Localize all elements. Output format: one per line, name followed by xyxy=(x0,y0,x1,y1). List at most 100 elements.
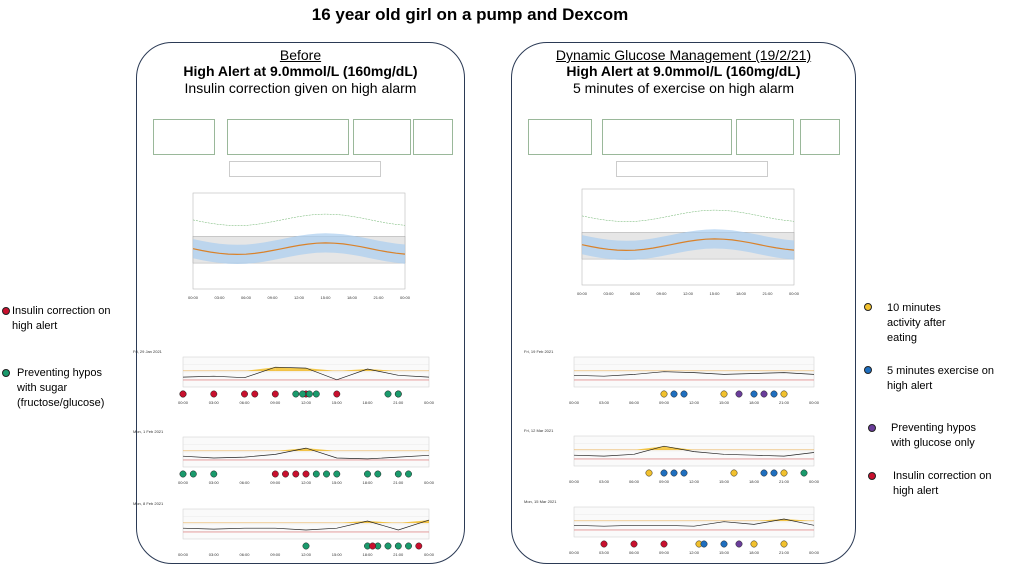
green-event-marker xyxy=(384,542,392,550)
agp-x-tick-label: 18:00 xyxy=(347,295,358,300)
day-x-tick-label: 15:00 xyxy=(332,552,343,557)
green-event-marker xyxy=(189,470,197,478)
yellow-event-marker xyxy=(780,390,788,398)
after-stats-strip xyxy=(522,119,842,155)
agp-x-tick-label: 18:00 xyxy=(736,291,747,296)
high-glucose-fill xyxy=(367,521,399,523)
before-panel: Before High Alert at 9.0mmol/L (160mg/dL… xyxy=(133,42,465,564)
day-x-tick-label: 09:00 xyxy=(270,400,281,405)
red-event-marker xyxy=(600,540,608,548)
green-event-marker xyxy=(312,390,320,398)
blue-event-marker xyxy=(680,390,688,398)
before-agp-legend xyxy=(229,161,381,177)
day-x-tick-label: 18:00 xyxy=(749,400,760,405)
agp-x-tick-label: 00:00 xyxy=(400,295,411,300)
green-event-marker xyxy=(312,470,320,478)
agp-x-tick-label: 06:00 xyxy=(630,291,641,296)
day-chart-title: Mon, 15 Mar 2021 xyxy=(524,499,557,504)
green-event-marker xyxy=(394,390,402,398)
glucose-trace xyxy=(182,519,430,531)
day-x-tick-label: 03:00 xyxy=(599,479,610,484)
day-x-tick-label: 21:00 xyxy=(393,480,404,485)
purple-event-marker xyxy=(735,540,743,548)
agp-x-tick-label: 06:00 xyxy=(241,295,252,300)
stats-box xyxy=(736,119,794,155)
agp-x-tick-label: 09:00 xyxy=(267,295,278,300)
green-event-marker xyxy=(323,470,330,478)
right-legend-item-exercise: 5 minutes exercise on high alert xyxy=(887,365,994,392)
median-line xyxy=(192,242,406,256)
red-event-marker xyxy=(271,390,279,398)
right-legend-item-activity: 10 minutes activity after eating xyxy=(887,302,946,344)
blue-event-marker xyxy=(660,469,668,477)
page-title: 16 year old girl on a pump and Dexcom xyxy=(311,5,629,24)
day-x-tick-label: 03:00 xyxy=(209,552,220,557)
day-x-tick-label: 06:00 xyxy=(629,479,640,484)
red-event-marker xyxy=(369,542,377,550)
agp-x-tick-label: 00:00 xyxy=(188,295,199,300)
glucose-trace xyxy=(182,366,430,381)
high-glucose-fill xyxy=(275,448,306,451)
day-chart-title: Fri, 19 Feb 2021 xyxy=(524,349,554,354)
red-dot-icon xyxy=(868,472,876,480)
day-x-tick-label: 12:00 xyxy=(689,550,700,555)
agp-x-tick-label: 21:00 xyxy=(762,291,773,296)
before-alert: High Alert at 9.0mmol/L (160mg/dL) xyxy=(183,63,418,79)
stats-box xyxy=(413,119,453,155)
stats-box xyxy=(602,119,732,155)
blue-event-marker xyxy=(670,390,678,398)
blue-event-marker xyxy=(720,540,728,548)
yellow-event-marker xyxy=(730,469,738,477)
day-x-tick-label: 15:00 xyxy=(332,480,343,485)
day-x-tick-label: 18:00 xyxy=(362,552,373,557)
stats-box xyxy=(153,119,215,155)
red-event-marker xyxy=(210,390,218,398)
day-x-tick-label: 00:00 xyxy=(569,479,580,484)
blue-event-marker xyxy=(680,469,688,477)
before-stats-strip xyxy=(145,119,455,155)
green-event-marker xyxy=(405,542,412,550)
day-x-tick-label: 21:00 xyxy=(779,479,790,484)
day-x-tick-label: 00:00 xyxy=(424,480,435,485)
agp-x-tick-label: 00:00 xyxy=(577,291,588,296)
red-event-marker xyxy=(179,390,187,398)
day-x-tick-label: 09:00 xyxy=(659,479,670,484)
left-legend-item-insulin: Insulin correction on high alert xyxy=(12,305,111,332)
green-event-marker xyxy=(394,542,402,550)
day-x-tick-label: 12:00 xyxy=(689,479,700,484)
green-event-marker xyxy=(302,542,310,550)
day-x-tick-label: 00:00 xyxy=(809,550,820,555)
day-x-tick-label: 15:00 xyxy=(719,479,730,484)
day-chart-title: Mon, 8 Feb 2021 xyxy=(133,501,164,506)
day-x-tick-label: 06:00 xyxy=(239,552,250,557)
yellow-event-marker xyxy=(780,469,788,477)
day-x-tick-label: 15:00 xyxy=(719,400,730,405)
agp-x-tick-label: 00:00 xyxy=(789,291,800,296)
day-x-tick-label: 12:00 xyxy=(301,400,312,405)
before-daily-charts: Fri, 29 Jan 2021 00:00 03:00 06:00 09:00 12:0… xyxy=(133,349,435,557)
green-event-marker xyxy=(384,390,392,398)
blue-event-marker xyxy=(670,469,678,477)
day-x-tick-label: 12:00 xyxy=(301,552,312,557)
day-x-tick-label: 00:00 xyxy=(178,400,189,405)
agp-x-tick-label: 15:00 xyxy=(709,291,720,296)
agp-x-tick-label: 12:00 xyxy=(683,291,694,296)
yellow-event-marker xyxy=(750,540,758,548)
percentile-95-line xyxy=(581,209,795,222)
day-x-tick-label: 12:00 xyxy=(689,400,700,405)
day-x-tick-label: 21:00 xyxy=(779,400,790,405)
left-legend-item-sugar: Preventing hypos with sugar (fructose/gl… xyxy=(17,367,105,409)
yellow-event-marker xyxy=(720,390,728,398)
glucose-trace xyxy=(573,371,815,377)
glucose-trace xyxy=(573,518,815,527)
green-event-marker xyxy=(210,470,218,478)
after-alert: High Alert at 9.0mmol/L (160mg/dL) xyxy=(566,63,801,79)
day-x-tick-label: 18:00 xyxy=(362,480,373,485)
day-x-tick-label: 18:00 xyxy=(749,479,760,484)
day-chart-title: Fri, 12 Mar 2021 xyxy=(524,428,554,433)
agp-x-tick-label: 21:00 xyxy=(373,295,384,300)
green-event-marker xyxy=(292,390,300,398)
green-event-marker xyxy=(405,470,412,478)
after-heading: Dynamic Glucose Management (19/2/21) xyxy=(555,47,812,63)
red-event-marker xyxy=(333,390,341,398)
